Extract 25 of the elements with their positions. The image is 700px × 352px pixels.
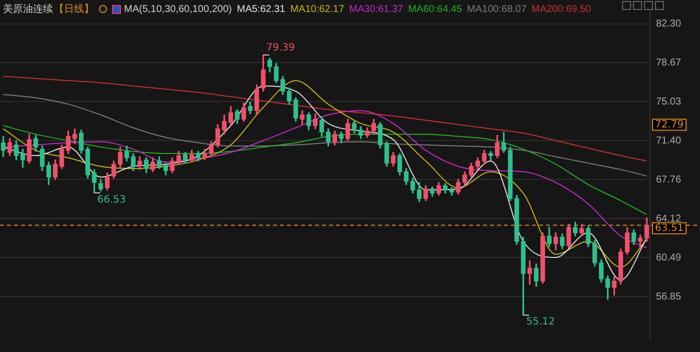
y-tick-label: 71.40	[656, 135, 682, 146]
text: MA200:69.50	[532, 4, 592, 14]
legend-title: MA(5,10,30,60,100,200)	[124, 4, 232, 14]
y-tick-label: 67.76	[656, 174, 682, 186]
text: MA10:62.17	[290, 4, 344, 14]
annotation: 79.39	[266, 42, 295, 54]
line-series	[2, 76, 648, 162]
text: MA60:64.45	[408, 4, 462, 14]
y-tick-label: 82.30	[656, 18, 682, 30]
y-tick-label: 64.12	[656, 213, 682, 224]
line-series	[2, 94, 648, 176]
text: MA100:68.07	[467, 4, 527, 14]
text: 72.79	[655, 119, 684, 130]
text: MA30:61.37	[349, 4, 404, 14]
text: MA5:62.31	[236, 4, 286, 14]
y-tick-label: 75.03	[656, 96, 682, 108]
annotation: 66.53	[97, 194, 126, 206]
chart-title: 美原油连续	[3, 2, 53, 16]
y-tick-label: 78.67	[656, 57, 682, 68]
y-tick-label: 60.49	[656, 252, 682, 264]
y-tick-label: 56.85	[656, 291, 682, 302]
line-series	[2, 125, 648, 216]
ref-line-label: 63.51	[655, 222, 684, 234]
chart-subtitle: 【日线】	[54, 2, 94, 16]
annotation: 55.12	[526, 316, 555, 328]
